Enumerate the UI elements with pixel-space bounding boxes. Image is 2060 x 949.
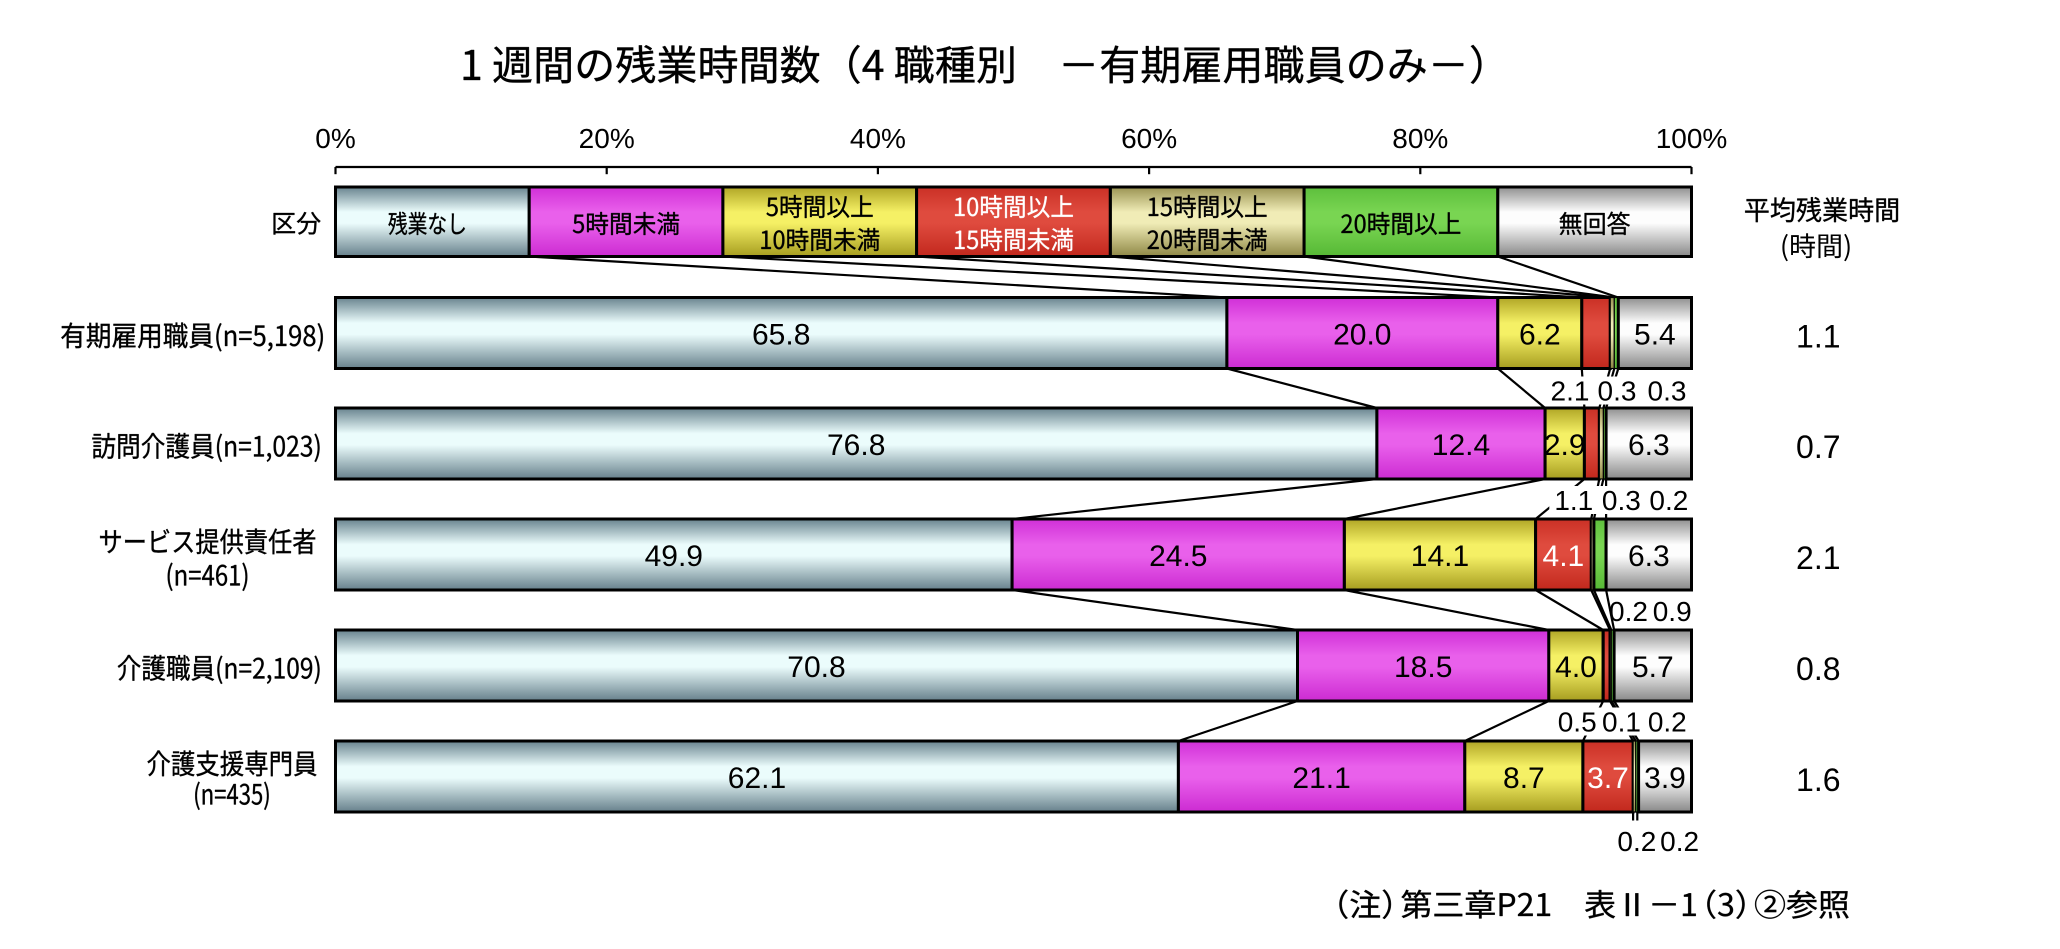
svg-text:4.1: 4.1: [1543, 540, 1585, 573]
svg-text:49.9: 49.9: [645, 540, 703, 573]
svg-text:100%: 100%: [1656, 123, 1728, 154]
svg-text:8.7: 8.7: [1503, 762, 1545, 795]
svg-text:0.2: 0.2: [1649, 485, 1688, 516]
svg-text:6.3: 6.3: [1628, 540, 1670, 573]
svg-text:40%: 40%: [850, 123, 906, 154]
svg-text:0.2: 0.2: [1648, 707, 1687, 738]
svg-text:80%: 80%: [1392, 123, 1448, 154]
svg-text:0%: 0%: [315, 123, 355, 154]
svg-text:21.1: 21.1: [1292, 762, 1350, 795]
svg-text:2.1: 2.1: [1551, 376, 1590, 407]
svg-text:0.2: 0.2: [1617, 826, 1656, 857]
svg-text:12.4: 12.4: [1432, 429, 1490, 462]
svg-text:1.1: 1.1: [1796, 319, 1840, 355]
svg-text:5.7: 5.7: [1632, 651, 1674, 684]
svg-text:18.5: 18.5: [1394, 651, 1452, 684]
svg-text:0.9: 0.9: [1653, 596, 1692, 627]
svg-text:3.7: 3.7: [1587, 762, 1629, 795]
svg-text:14.1: 14.1: [1411, 540, 1469, 573]
svg-text:20%: 20%: [579, 123, 635, 154]
svg-text:6.3: 6.3: [1628, 429, 1670, 462]
svg-text:2.9: 2.9: [1544, 429, 1586, 462]
svg-text:62.1: 62.1: [728, 762, 786, 795]
svg-text:0.3: 0.3: [1598, 376, 1637, 407]
svg-text:0.3: 0.3: [1648, 376, 1687, 407]
svg-text:1.6: 1.6: [1796, 762, 1840, 798]
svg-text:24.5: 24.5: [1149, 540, 1207, 573]
svg-text:0.3: 0.3: [1602, 485, 1641, 516]
svg-text:4.0: 4.0: [1555, 651, 1597, 684]
svg-text:20.0: 20.0: [1333, 319, 1391, 352]
svg-text:5.4: 5.4: [1634, 319, 1676, 352]
svg-text:0.2: 0.2: [1609, 596, 1648, 627]
svg-text:0.7: 0.7: [1796, 429, 1840, 465]
svg-text:0.2: 0.2: [1660, 826, 1699, 857]
svg-text:3.9: 3.9: [1644, 762, 1686, 795]
svg-text:70.8: 70.8: [787, 651, 845, 684]
svg-text:0.1: 0.1: [1602, 707, 1641, 738]
svg-text:0.5: 0.5: [1558, 707, 1597, 738]
svg-text:65.8: 65.8: [752, 319, 810, 352]
svg-text:2.1: 2.1: [1796, 540, 1840, 576]
svg-text:0.8: 0.8: [1796, 651, 1840, 687]
svg-text:76.8: 76.8: [827, 429, 885, 462]
svg-text:6.2: 6.2: [1519, 319, 1561, 352]
svg-text:60%: 60%: [1121, 123, 1177, 154]
svg-text:1.1: 1.1: [1554, 485, 1593, 516]
